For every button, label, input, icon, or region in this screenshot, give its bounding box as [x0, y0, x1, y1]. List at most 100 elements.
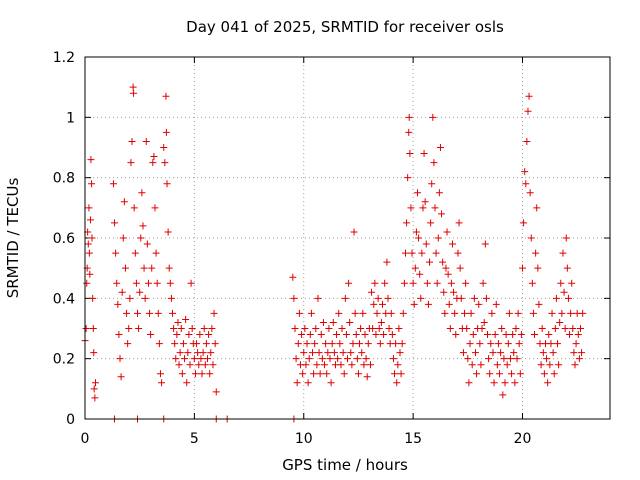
data-point — [400, 279, 408, 287]
data-point — [564, 294, 572, 302]
data-point — [532, 249, 540, 257]
data-point — [197, 355, 205, 363]
data-point — [195, 361, 203, 369]
data-point — [407, 204, 415, 212]
data-point — [298, 331, 306, 339]
data-point — [547, 340, 555, 348]
data-point — [172, 355, 180, 363]
data-point — [537, 361, 545, 369]
data-point — [210, 309, 218, 317]
data-point — [342, 331, 350, 339]
data-point — [114, 300, 122, 308]
data-point — [478, 325, 486, 332]
data-point — [174, 318, 182, 326]
data-point — [477, 361, 485, 369]
data-point — [338, 325, 346, 332]
data-point — [380, 331, 388, 339]
data-point — [561, 325, 569, 332]
data-point — [534, 264, 542, 272]
data-point — [324, 349, 332, 357]
data-point — [409, 279, 417, 287]
data-point — [164, 228, 172, 236]
data-point — [499, 391, 507, 399]
data-point — [440, 288, 448, 296]
data-point — [426, 258, 434, 266]
data-point — [512, 325, 520, 332]
data-point — [86, 270, 94, 278]
data-point — [361, 331, 369, 339]
data-point — [394, 361, 402, 369]
data-point — [520, 219, 528, 227]
data-point — [479, 279, 487, 287]
data-point — [427, 219, 435, 227]
data-point — [533, 204, 541, 212]
data-point — [480, 318, 488, 326]
data-point — [504, 340, 512, 348]
data-point — [521, 168, 529, 176]
data-point — [290, 294, 298, 302]
data-point — [398, 340, 406, 348]
data-point — [150, 153, 158, 161]
data-point — [89, 294, 97, 302]
data-point — [557, 279, 565, 287]
data-point — [526, 189, 534, 197]
data-point — [464, 355, 472, 363]
data-point — [575, 355, 583, 363]
y-tick-label: 0.4 — [53, 291, 75, 307]
data-point — [136, 288, 144, 296]
data-point — [424, 300, 432, 308]
data-point — [434, 234, 442, 242]
data-point — [134, 309, 141, 317]
data-point — [404, 174, 412, 182]
data-point — [330, 349, 338, 357]
data-point — [325, 325, 333, 332]
data-point — [467, 309, 475, 317]
data-point — [571, 361, 579, 369]
data-point — [546, 361, 554, 369]
data-point — [466, 340, 474, 348]
data-point — [510, 349, 518, 357]
data-point — [344, 355, 351, 363]
data-point — [181, 355, 189, 363]
data-point — [563, 264, 571, 272]
data-point — [146, 309, 154, 317]
data-point — [191, 370, 199, 378]
data-point — [567, 309, 575, 317]
data-point — [456, 264, 464, 272]
axis-ticks: 0 0.2 0.4 0.6 0.8 1 1.2 0 5 10 15 20 — [53, 50, 610, 447]
data-point — [126, 294, 134, 302]
data-point — [156, 370, 164, 378]
data-point — [492, 300, 500, 308]
data-point — [371, 279, 379, 287]
plot-frame — [84, 56, 611, 420]
data-point — [291, 325, 299, 332]
data-point — [199, 349, 207, 357]
data-point — [450, 288, 458, 296]
data-point — [205, 331, 213, 339]
data-point — [356, 340, 364, 348]
data-point — [90, 349, 98, 357]
data-point — [193, 340, 201, 348]
data-point — [364, 340, 372, 348]
data-point — [493, 361, 501, 369]
data-point — [92, 379, 99, 387]
data-point — [335, 309, 343, 317]
data-point — [444, 270, 452, 278]
data-point — [177, 325, 185, 332]
data-point — [196, 331, 204, 339]
data-point — [403, 219, 411, 227]
data-point — [377, 318, 385, 326]
data-point — [531, 331, 539, 339]
data-point — [115, 331, 123, 339]
data-point — [211, 340, 219, 348]
data-point — [428, 180, 436, 188]
data-point — [519, 264, 526, 272]
data-point — [442, 264, 450, 272]
data-point — [346, 318, 354, 326]
data-point — [123, 309, 131, 317]
data-point — [388, 331, 396, 339]
data-point — [116, 355, 124, 363]
data-point — [452, 331, 460, 339]
data-point — [476, 340, 484, 348]
data-point — [389, 355, 397, 363]
